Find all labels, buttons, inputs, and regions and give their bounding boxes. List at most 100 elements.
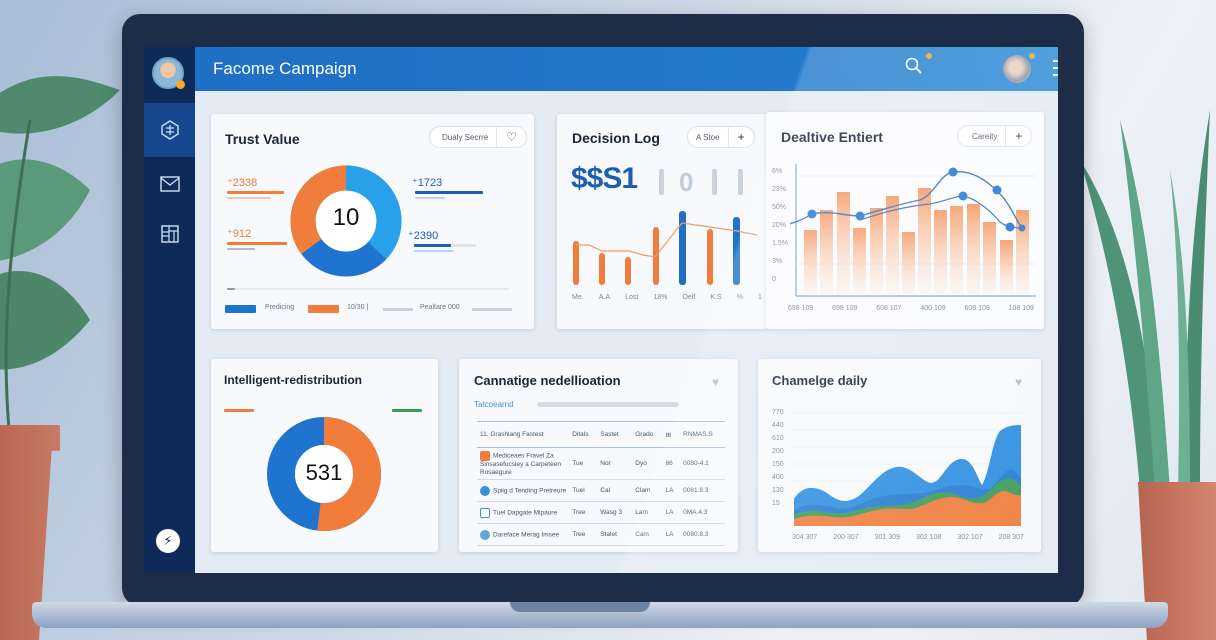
cell: Cam xyxy=(632,523,663,546)
card-cannatige: Cannatige nedellioation ♥ Tatcoearnd 11.… xyxy=(459,359,738,552)
card-dealtive-entiert: Dealtive Entiert Careity + 6% 23% 50% 20… xyxy=(766,112,1044,329)
header-user-avatar[interactable] xyxy=(1003,55,1031,83)
x-label: 200 307 xyxy=(833,534,859,541)
trust-value-filter-pill[interactable]: Dualy Secrre ♡ xyxy=(429,126,528,148)
decision-log-filter-pill[interactable]: A Stoe + xyxy=(687,126,755,148)
sidebar-user-avatar[interactable] xyxy=(152,57,185,89)
progress-track xyxy=(227,288,509,290)
app-screen: ⚡ Facome Campaign Trust Value Dualy Secr… xyxy=(144,47,1058,573)
column-header[interactable]: Grado xyxy=(632,421,663,448)
stat-left-top: ⁺2338 xyxy=(227,177,258,189)
dealtive-bar-line-chart xyxy=(790,164,1036,297)
cell: Tree xyxy=(569,523,598,546)
trust-value-donut-chart xyxy=(290,165,402,277)
cell: LA xyxy=(662,479,681,502)
table-row[interactable]: Spiig d Tending Pretreure Tuel Cal Clam … xyxy=(477,479,725,502)
chamelge-stacked-area-chart xyxy=(792,412,1024,526)
column-header[interactable]: RNMAS.S xyxy=(680,421,725,448)
cell: Nor xyxy=(597,447,633,480)
table-filter-bar[interactable] xyxy=(537,402,679,407)
column-header[interactable]: 11. Grashlang Fastest xyxy=(477,421,570,448)
layout-icon xyxy=(160,225,179,243)
dealtive-filter-pill[interactable]: Careity + xyxy=(957,125,1033,147)
favorite-heart-icon[interactable]: ♥ xyxy=(712,375,720,389)
card-chamelge-daily: Chamelge daily ♥ 770 440 610 200 150 400… xyxy=(758,359,1041,552)
redistribution-center-value: 531 xyxy=(305,460,343,485)
cell: Stalet xyxy=(597,523,633,546)
cell: 0MA.4.3 xyxy=(680,501,725,524)
x-label: 698 109 xyxy=(832,305,858,312)
hamburger-menu-icon[interactable] xyxy=(1053,60,1058,78)
pill-label: Dualy Secrre xyxy=(430,127,498,147)
decision-log-bar-chart xyxy=(573,211,758,285)
favorite-heart-icon[interactable]: ♥ xyxy=(1015,375,1023,389)
search-button[interactable] xyxy=(905,57,923,80)
y-label: 770 xyxy=(772,409,784,416)
check-icon xyxy=(480,507,490,518)
x-label: 208 307 xyxy=(998,534,1024,541)
x-label: Lost xyxy=(625,294,639,301)
cell: Tree xyxy=(569,501,598,524)
pill-label: Careity xyxy=(958,126,1007,146)
stat-bar xyxy=(227,191,284,194)
mail-icon xyxy=(159,176,180,192)
legend-swatch-blue xyxy=(225,305,256,313)
card-title: Dealtive Entiert xyxy=(781,129,883,145)
card-title: Trust Value xyxy=(225,131,300,147)
legend-label: 10/30 | xyxy=(347,304,369,311)
sidebar-item-layout[interactable] xyxy=(144,207,195,261)
stat-left-bottom: ⁺912 xyxy=(227,228,252,240)
card-title: Intelligent-redistribution xyxy=(224,373,362,387)
stat-right-top: ⁺1723 xyxy=(412,177,443,189)
avatar-notification-dot xyxy=(1029,53,1035,59)
search-notification-dot xyxy=(926,53,932,59)
redistribution-donut-chart xyxy=(267,417,381,531)
table-row[interactable]: Tuel Dapgate Mipaure Tree Wasg 3 Lam LA … xyxy=(477,501,725,524)
add-button[interactable]: + xyxy=(1015,129,1023,143)
y-label: 440 xyxy=(772,422,784,429)
legend-swatch-gray xyxy=(472,308,512,311)
cell: 0081.8.3 xyxy=(680,479,725,502)
column-header[interactable]: Sastet xyxy=(597,421,633,448)
dealtive-y-axis: 6% 23% 50% 20% 1.5% 3% 0 xyxy=(772,168,788,283)
stat-bar xyxy=(415,197,445,199)
legend-green-line xyxy=(392,409,422,412)
cell: LA xyxy=(662,501,681,524)
table-row[interactable]: Dareface Merag Imsee Tree Stalet Cam LA … xyxy=(477,523,725,546)
cell: Clam xyxy=(632,479,663,502)
card-intelligent-redistribution: Intelligent-redistribution 531 xyxy=(211,359,438,552)
y-label: 20% xyxy=(772,222,787,229)
x-label: 108 109 xyxy=(1008,305,1034,312)
y-label: 1.5% xyxy=(772,240,788,247)
column-header[interactable]: ⊞ xyxy=(662,421,681,448)
cell: 0080-4.1 xyxy=(680,447,725,480)
sidebar-item-network[interactable] xyxy=(144,103,195,157)
placeholder-bar xyxy=(712,169,717,195)
cell: 86 xyxy=(662,447,681,480)
legend-label: Pealtare 000 xyxy=(420,304,460,311)
y-label: 150 xyxy=(772,461,784,468)
heart-icon[interactable]: ♡ xyxy=(506,130,518,144)
sidebar-item-mail[interactable] xyxy=(144,157,195,211)
card-title: Cannatige nedellioation xyxy=(474,373,621,388)
column-header[interactable]: Ditals xyxy=(569,421,598,448)
cell: Tuel xyxy=(569,479,598,502)
table-row[interactable]: Mediceaes Fravel Za Sinsasefucsley a Car… xyxy=(477,447,725,480)
y-label: 610 xyxy=(772,435,784,442)
plant-right-illustration xyxy=(1080,110,1210,490)
cell: Dyo xyxy=(632,447,663,480)
x-label: 608 107 xyxy=(876,305,902,312)
sun-icon xyxy=(480,450,490,461)
card-decision-log: Decision Log A Stoe + $$S1 0 Me. xyxy=(557,114,767,329)
add-button[interactable]: + xyxy=(737,130,745,144)
cannatige-table: 11. Grashlang Fastest Ditals Sastet Grad… xyxy=(477,421,725,546)
stat-bar xyxy=(227,242,287,245)
row-name: Spiig d Tending Pretreure xyxy=(493,487,567,495)
stat-bar xyxy=(414,250,454,252)
app-title: Facome Campaign xyxy=(213,59,357,78)
table-header-row: 11. Grashlang Fastest Ditals Sastet Grad… xyxy=(477,421,725,448)
x-label: 304 307 xyxy=(792,534,818,541)
bolt-button[interactable]: ⚡ xyxy=(156,529,180,553)
y-label: 0 xyxy=(772,276,776,283)
x-label: 302 108 xyxy=(915,534,942,541)
